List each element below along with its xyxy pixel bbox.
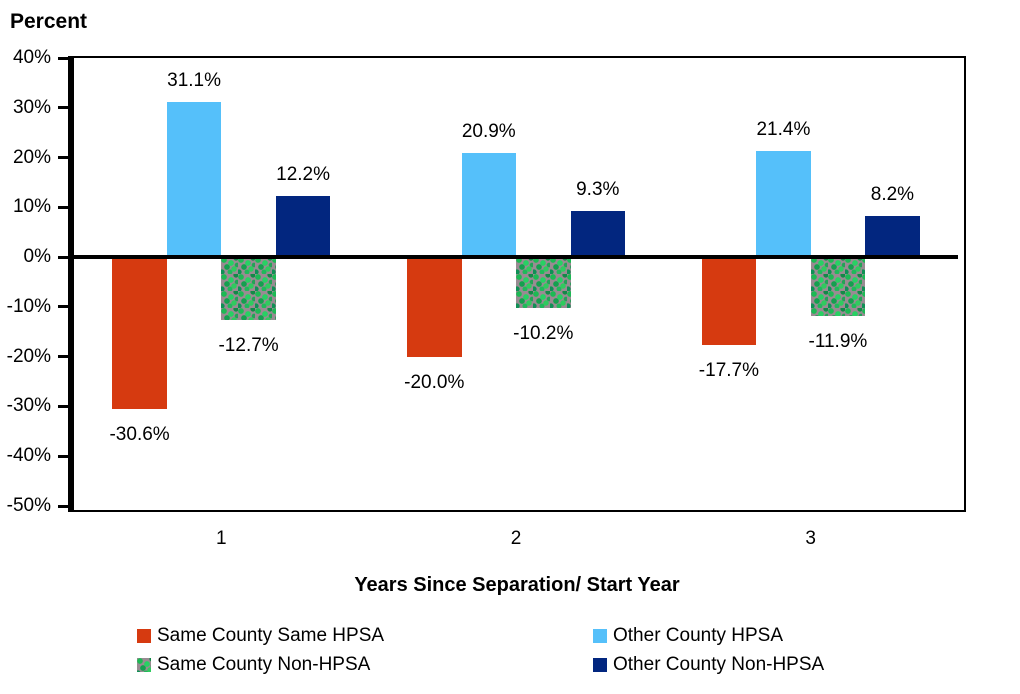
y-tick-mark xyxy=(58,404,68,408)
bar xyxy=(461,153,516,258)
y-tick-mark xyxy=(58,255,68,259)
y-tick-label: 30% xyxy=(12,96,51,118)
y-tick-mark xyxy=(58,205,68,209)
y-axis-title: Percent xyxy=(10,10,88,33)
legend-swatch-icon xyxy=(593,658,607,672)
bar xyxy=(516,257,571,308)
y-tick-mark xyxy=(58,454,68,458)
y-tick-mark xyxy=(58,355,68,359)
legend-item: Other County HPSA xyxy=(593,625,947,647)
legend-swatch-icon xyxy=(137,629,151,643)
legend-label: Same County Same HPSA xyxy=(157,625,385,646)
y-tick-label: -10% xyxy=(6,295,51,317)
bar xyxy=(275,196,331,258)
bar-value-label: -30.6% xyxy=(109,424,170,446)
bar xyxy=(865,216,920,258)
y-tick-label: -20% xyxy=(6,345,51,367)
bar-value-label: -12.7% xyxy=(218,335,279,357)
bar-value-label: 9.3% xyxy=(576,178,620,200)
bar-value-label: 8.2% xyxy=(870,184,915,206)
legend-item: Other County Non-HPSA xyxy=(593,654,947,676)
bar-value-label: -20.0% xyxy=(404,371,465,393)
y-tick-label: -50% xyxy=(6,495,51,516)
bar xyxy=(407,257,462,357)
y-tick-mark xyxy=(58,156,68,160)
x-axis-title: Years Since Separation/ Start Year xyxy=(354,574,680,596)
x-category-label: 2 xyxy=(510,528,522,549)
bar-value-label: 12.2% xyxy=(276,164,331,186)
bar xyxy=(166,102,222,258)
bar xyxy=(221,257,276,321)
bar-value-label: 21.4% xyxy=(756,118,811,140)
bar xyxy=(701,257,757,346)
y-tick-mark xyxy=(58,56,68,60)
legend-item: Same County Same HPSA xyxy=(137,625,593,647)
legend-swatch-icon xyxy=(137,658,151,672)
plot-area: 40% 30% 20% 10% 0% -10% -20% -30% -40% -50% -30.6%… xyxy=(7,47,966,549)
y-tick-mark xyxy=(58,504,68,508)
legend-label: Other County HPSA xyxy=(613,625,784,646)
bar-value-label: 20.9% xyxy=(461,121,516,143)
bar-value-label: -17.7% xyxy=(698,360,760,382)
legend: Same County Same HPSA Other County HPSA Sa… xyxy=(137,625,947,676)
y-tick-label: -30% xyxy=(6,395,51,417)
legend-swatch-icon xyxy=(593,629,607,643)
bar xyxy=(570,210,625,258)
y-tick-label: 10% xyxy=(12,196,51,218)
y-tick-label: 40% xyxy=(12,47,51,68)
x-category-label: 1 xyxy=(216,528,227,549)
zero-axis-line xyxy=(74,255,958,260)
bar xyxy=(112,257,167,410)
bar-value-label: -11.9% xyxy=(808,331,868,353)
legend-label: Same County Non-HPSA xyxy=(157,654,371,675)
x-category-label: 3 xyxy=(805,528,816,549)
legend-label: Other County Non-HPSA xyxy=(613,654,825,675)
y-tick-mark xyxy=(58,106,68,110)
y-tick-mark xyxy=(58,305,68,309)
bar-value-label: 31.1% xyxy=(167,70,222,92)
bar xyxy=(810,257,866,317)
y-tick-label: 0% xyxy=(23,246,51,268)
legend-item: Same County Non-HPSA xyxy=(137,654,593,676)
plot-inner: 40% 30% 20% 10% 0% -10% -20% -30% -40% -50% -30.6%… xyxy=(7,47,958,549)
bar-value-label: -10.2% xyxy=(513,322,574,344)
bar xyxy=(756,150,811,258)
y-tick-label: -40% xyxy=(6,445,51,467)
y-tick-label: 20% xyxy=(12,146,51,168)
